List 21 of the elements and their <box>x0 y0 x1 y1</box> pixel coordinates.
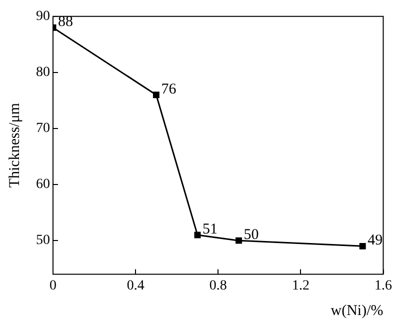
data-label: 49 <box>368 232 383 249</box>
x-axis-title: w(Ni)/% <box>330 302 384 319</box>
data-label: 50 <box>244 227 259 244</box>
y-tick-label: 60 <box>36 177 50 192</box>
data-label: 76 <box>161 81 177 98</box>
point <box>236 237 242 244</box>
y-tick-label: 80 <box>36 65 50 80</box>
data-label: 88 <box>58 14 73 30</box>
x-tick-label: 0.8 <box>209 278 227 294</box>
y-tick-label: 90 <box>36 9 50 24</box>
x-tick-label: 1.6 <box>374 278 392 294</box>
y-tick-label: 70 <box>36 121 50 136</box>
x-tick-label: 1.2 <box>292 278 310 294</box>
x-tick-label: 0.4 <box>126 278 144 294</box>
y-axis-title: Thickness/μm <box>6 102 23 188</box>
point <box>359 242 366 250</box>
data-label: 51 <box>202 221 218 238</box>
y-tick-label: 50 <box>36 233 50 248</box>
point <box>152 92 160 98</box>
point <box>194 232 201 238</box>
x-tick-label: 0 <box>50 278 56 294</box>
